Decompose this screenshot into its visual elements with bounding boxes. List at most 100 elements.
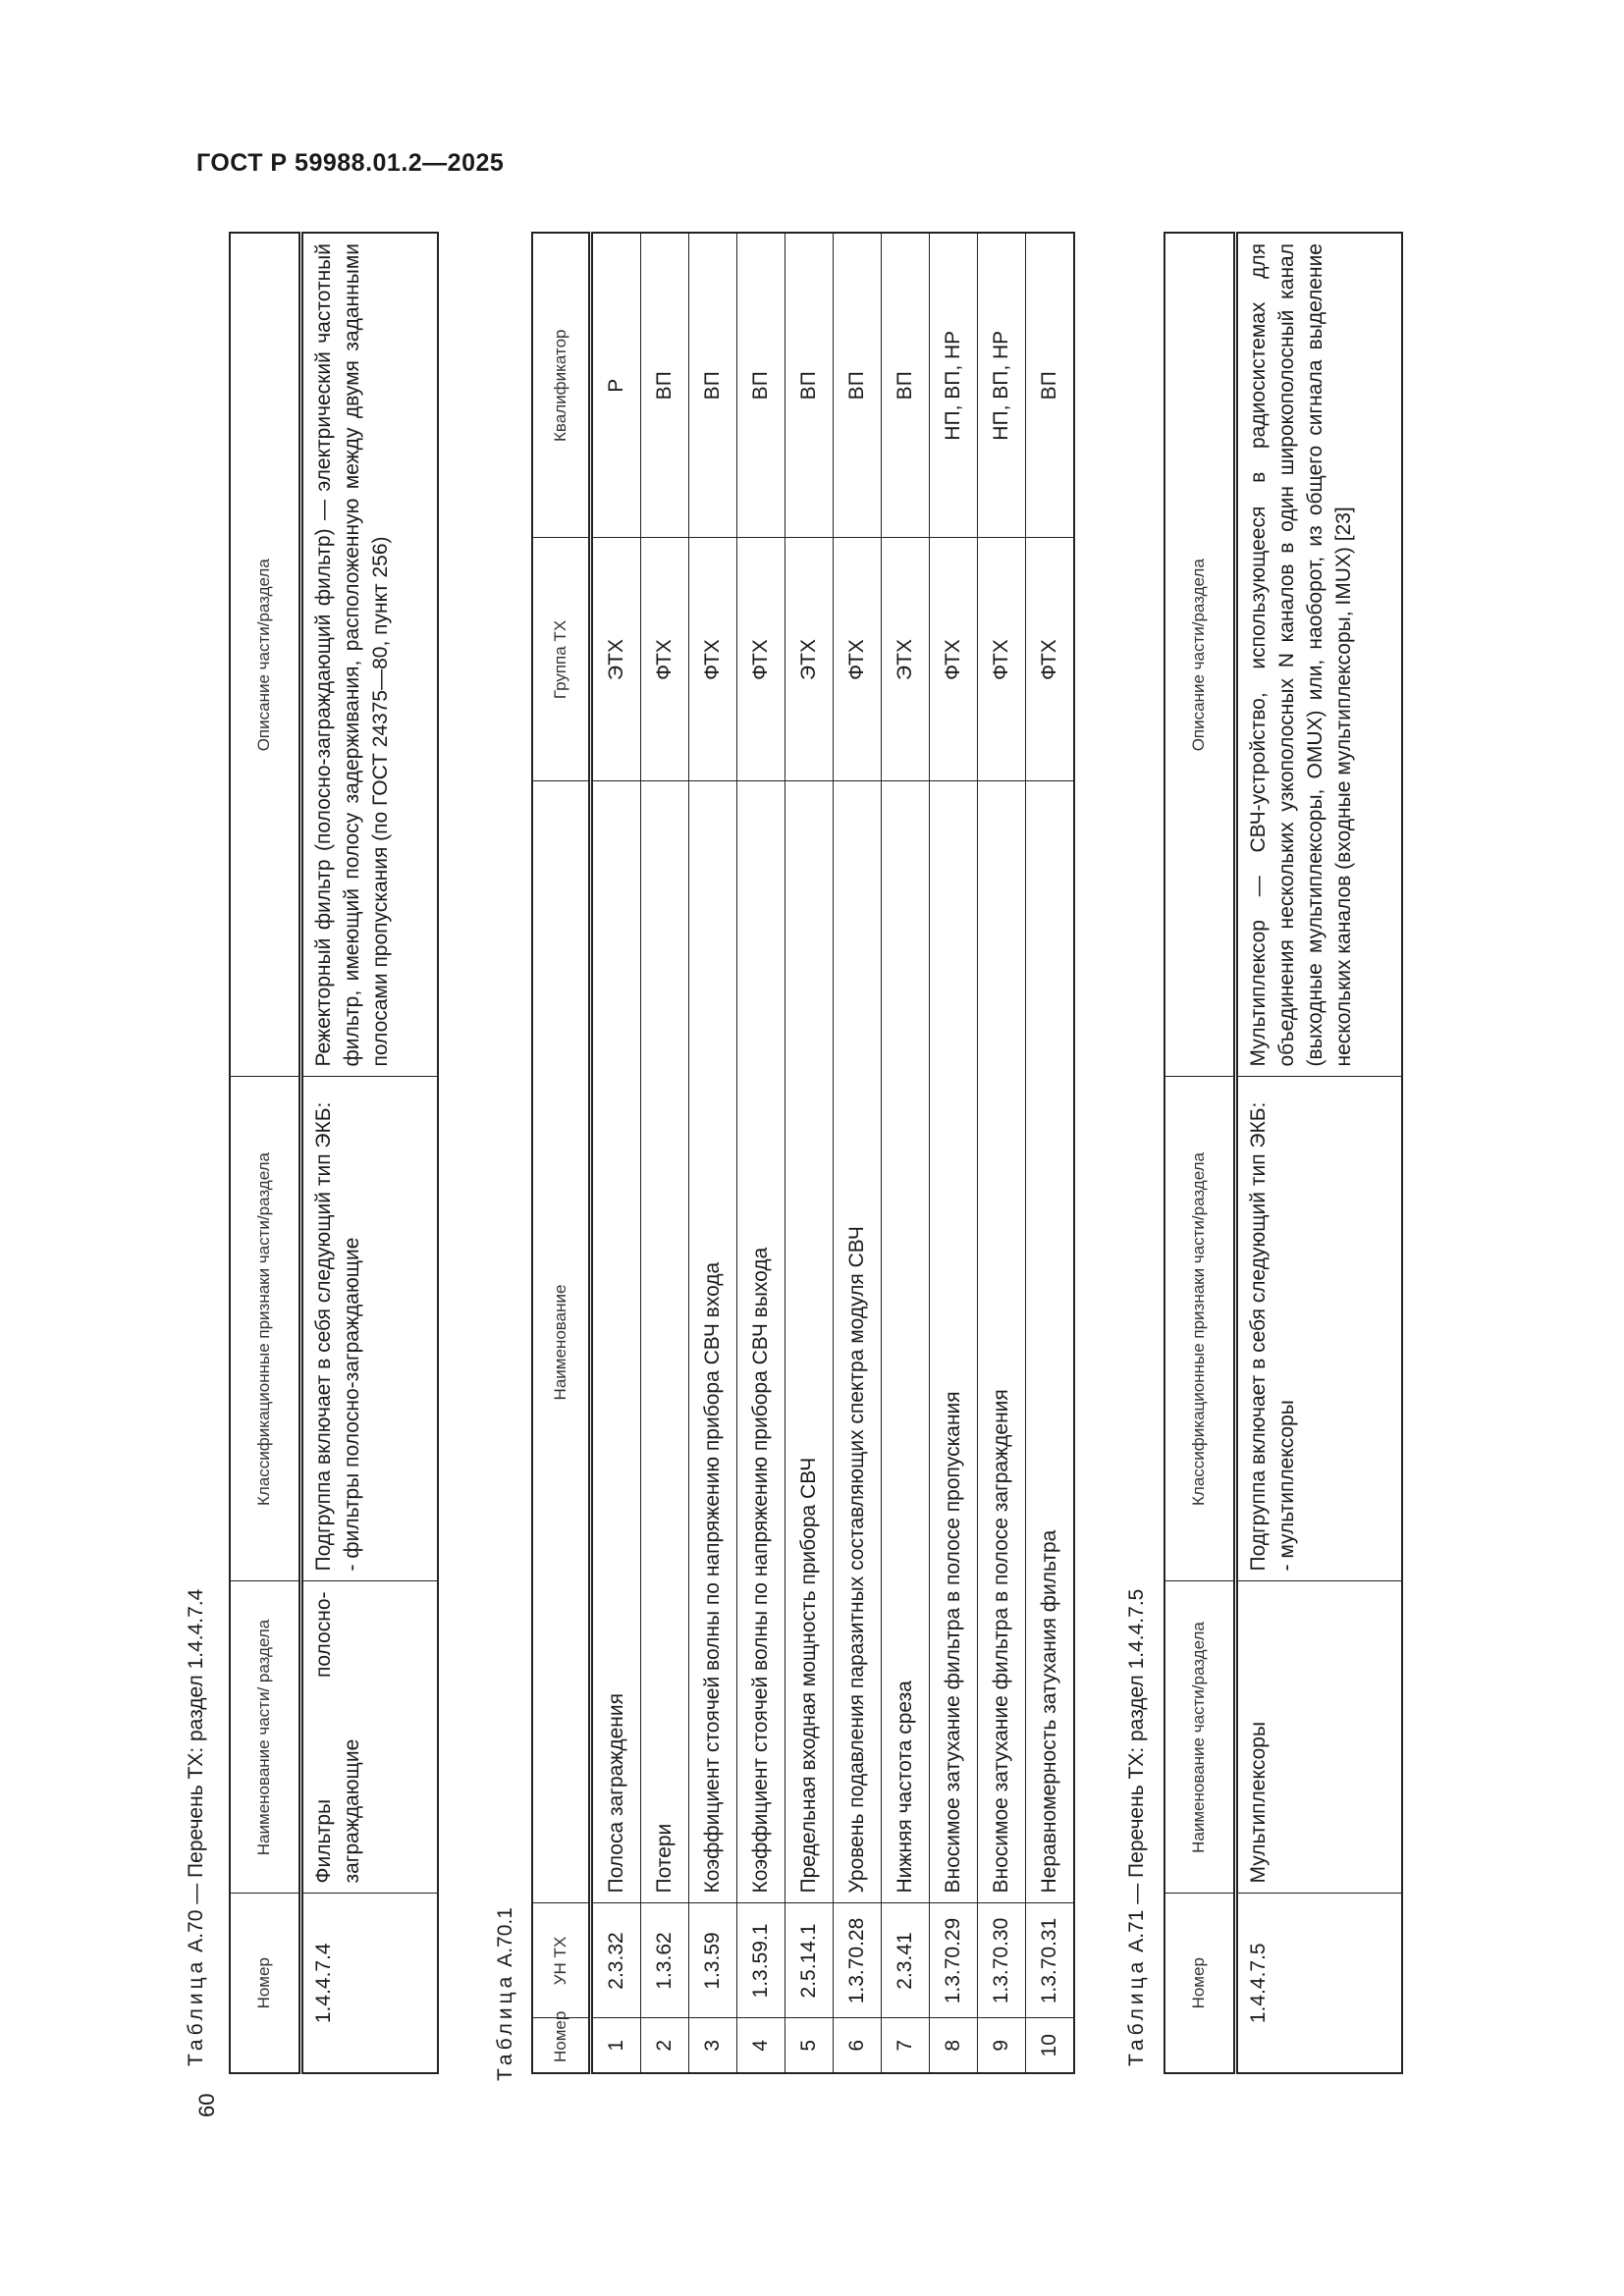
caption-prefix: Таблица	[494, 1972, 516, 2081]
table-row: 1 2.3.32 Полоса заграждения ЭТХ Р	[590, 233, 641, 2073]
cell-group: ЭТХ	[881, 538, 930, 781]
table-a70: Номер Наименование части/ раздела Класси…	[229, 232, 439, 2074]
col-header-un-tx: УН ТХ	[532, 1903, 591, 2018]
cell-qualifier: ВП	[736, 233, 785, 538]
table-row: 5 2.5.14.1 Предельная входная мощность при…	[785, 233, 834, 2073]
classification-line: Подгруппа включает в себя следующий тип …	[311, 1101, 335, 1572]
cell-classification: Подгруппа включает в себя следующий тип …	[1235, 1077, 1402, 1581]
cell-qualifier: Р	[590, 233, 641, 538]
cell-number: 7	[881, 2018, 930, 2073]
cell-name: Коэффициент стоячей волны по напряжению …	[736, 781, 785, 1903]
table-row: 9 1.3.70.30 Вносимое затухание фильтра в п…	[977, 233, 1026, 2073]
cell-name: Полоса заграждения	[590, 781, 641, 1903]
cell-qualifier: ВП	[640, 233, 689, 538]
cell-number: 1	[590, 2018, 641, 2073]
table-a70-caption: Таблица А.70 — Перечень ТХ: раздел 1.4.4…	[185, 1589, 208, 2066]
cell-qualifier: НП, ВП, НР	[977, 233, 1026, 538]
cell-group: ЭТХ	[590, 538, 641, 781]
table-a70-1: Номер УН ТХ Наименование Группа ТХ Квали…	[531, 232, 1075, 2074]
cell-un-tx: 2.3.32	[590, 1903, 641, 2018]
classification-line: - фильтры полосно-заграждающие	[340, 1237, 363, 1572]
col-header-description: Описание части/раздела	[230, 233, 300, 1077]
col-header-number: Номер	[1164, 1894, 1235, 2073]
cell-un-tx: 1.3.70.29	[929, 1903, 978, 2018]
caption-prefix: Таблица	[1125, 1957, 1148, 2066]
cell-un-tx: 1.3.70.30	[977, 1903, 1026, 2018]
col-header-number: Номер	[230, 1894, 300, 2073]
cell-name: Мультиплексоры	[1235, 1581, 1402, 1894]
col-header-group: Группа ТХ	[532, 538, 591, 781]
col-header-name: Наименование	[532, 781, 591, 1903]
cell-un-tx: 2.3.41	[881, 1903, 930, 2018]
cell-name: Уровень подавления паразитных составляющ…	[833, 781, 882, 1903]
table-a71-caption: Таблица А.71 — Перечень ТХ: раздел 1.4.4…	[1125, 1589, 1149, 2066]
table-row: 8 1.3.70.29 Вносимое затухание фильтра в п…	[929, 233, 978, 2073]
cell-name: Неравномерность затухания фильтра	[1025, 781, 1074, 1903]
cell-un-tx: 2.5.14.1	[785, 1903, 834, 2018]
cell-number: 5	[785, 2018, 834, 2073]
classification-line: - мультиплексоры	[1274, 1400, 1298, 1572]
page-number: 60	[194, 2093, 219, 2117]
cell-qualifier: ВП	[785, 233, 834, 538]
col-header-name: Наименование части/ раздела	[230, 1581, 300, 1894]
cell-qualifier: ВП	[881, 233, 930, 538]
cell-group: ЭТХ	[785, 538, 834, 781]
cell-description: Режекторный фильтр (полосно-заграждающий…	[300, 233, 438, 1077]
cell-group: ФТХ	[929, 538, 978, 781]
table-row: 6 1.3.70.28 Уровень подавления паразитных …	[833, 233, 882, 2073]
col-header-name: Наименование части/раздела	[1164, 1581, 1235, 1894]
cell-un-tx: 1.3.62	[640, 1903, 689, 2018]
cell-un-tx: 1.3.59.1	[736, 1903, 785, 2018]
col-header-number: Номер	[532, 2011, 591, 2073]
table-row: 7 2.3.41 Нижняя частота среза ЭТХ ВП	[881, 233, 930, 2073]
table-a71: Номер Наименование части/раздела Классиф…	[1164, 232, 1403, 2074]
table-a70-1-caption: Таблица А.70.1	[494, 1907, 517, 2081]
document-header: ГОСТ Р 59988.01.2—2025	[196, 149, 505, 177]
cell-name: Коэффициент стоячей волны по напряжению …	[688, 781, 737, 1903]
cell-number: 1.4.4.7.4	[300, 1894, 438, 2073]
cell-classification: Подгруппа включает в себя следующий тип …	[300, 1077, 438, 1581]
cell-number: 4	[736, 2018, 785, 2073]
cell-qualifier: НП, ВП, НР	[929, 233, 978, 538]
cell-number: 8	[929, 2018, 978, 2073]
cell-qualifier: ВП	[1025, 233, 1074, 538]
cell-number: 9	[977, 2018, 1026, 2073]
cell-number: 3	[688, 2018, 737, 2073]
cell-name: Нижняя частота среза	[881, 781, 930, 1903]
table-row: 2 1.3.62 Потери ФТХ ВП	[640, 233, 689, 2073]
col-header-classification: Классификационные признаки части/раздела	[1164, 1077, 1235, 1581]
caption-text: А.71 — Перечень ТХ: раздел 1.4.4.7.5	[1125, 1588, 1148, 1952]
caption-prefix: Таблица	[185, 1957, 207, 2066]
cell-number: 10	[1025, 2018, 1074, 2073]
col-header-qualifier: Квалификатор	[532, 233, 591, 538]
col-header-classification: Классификационные признаки части/раздела	[230, 1077, 300, 1581]
table-row: 1.4.4.7.4 Фильтры полосно-заграждающие П…	[300, 233, 438, 2073]
table-row: 1.4.4.7.5 Мультиплексоры Подгруппа включ…	[1235, 233, 1402, 2073]
cell-qualifier: ВП	[833, 233, 882, 538]
cell-name: Фильтры полосно-заграждающие	[300, 1581, 438, 1894]
cell-qualifier: ВП	[688, 233, 737, 538]
caption-text: А.70.1	[494, 1907, 516, 1967]
caption-text: А.70 — Перечень ТХ: раздел 1.4.4.7.4	[185, 1588, 207, 1952]
cell-number: 2	[640, 2018, 689, 2073]
cell-group: ФТХ	[977, 538, 1026, 781]
cell-number: 6	[833, 2018, 882, 2073]
cell-group: ФТХ	[640, 538, 689, 781]
cell-un-tx: 1.3.70.31	[1025, 1903, 1074, 2018]
cell-name: Вносимое затухание фильтра в полосе проп…	[929, 781, 978, 1903]
cell-un-tx: 1.3.59	[688, 1903, 737, 2018]
cell-un-tx: 1.3.70.28	[833, 1903, 882, 2018]
cell-name: Предельная входная мощность прибора СВЧ	[785, 781, 834, 1903]
cell-group: ФТХ	[736, 538, 785, 781]
col-header-description: Описание части/раздела	[1164, 233, 1235, 1077]
table-row: 4 1.3.59.1 Коэффициент стоячей волны по на…	[736, 233, 785, 2073]
cell-number: 1.4.4.7.5	[1235, 1894, 1402, 2073]
table-row: 3 1.3.59 Коэффициент стоячей волны по напр…	[688, 233, 737, 2073]
cell-group: ФТХ	[1025, 538, 1074, 781]
cell-name: Потери	[640, 781, 689, 1903]
table-row: 10 1.3.70.31 Неравномерность затухания фил…	[1025, 233, 1074, 2073]
cell-group: ФТХ	[688, 538, 737, 781]
classification-line: Подгруппа включает в себя следующий тип …	[1246, 1101, 1270, 1572]
cell-group: ФТХ	[833, 538, 882, 781]
